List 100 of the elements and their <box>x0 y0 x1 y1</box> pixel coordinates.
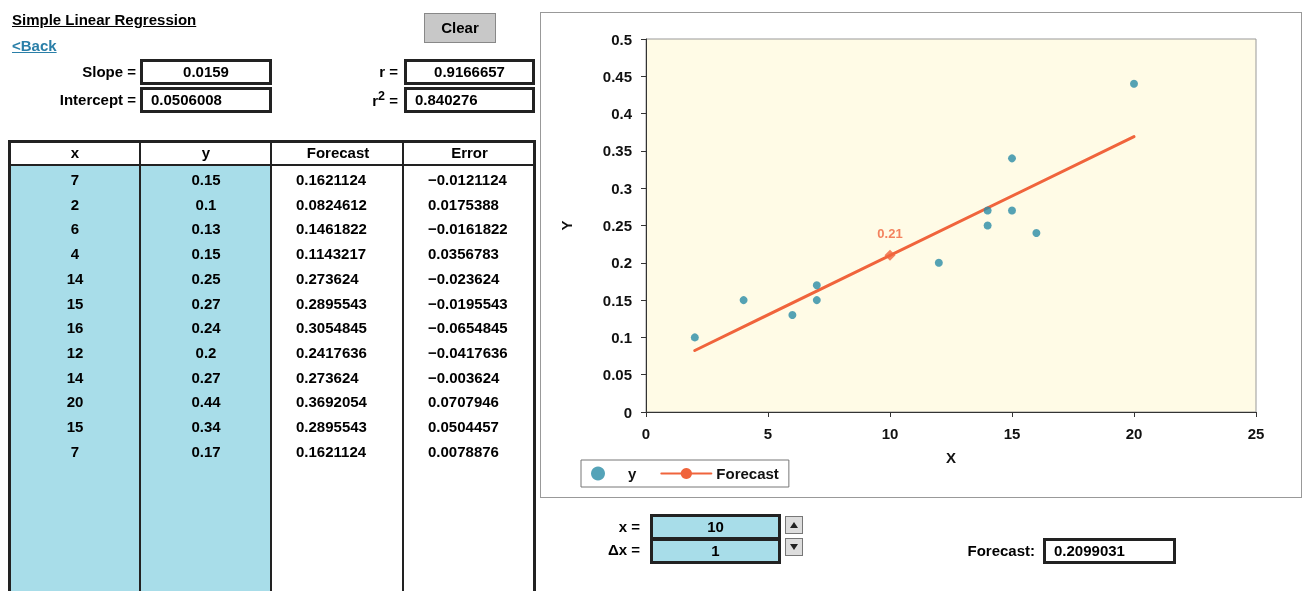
text: y <box>200 143 212 163</box>
text: 0.0824612 <box>295 194 368 215</box>
x-tick-label: 15 <box>1003 425 1021 442</box>
text: 0.27 <box>190 293 222 314</box>
text: Clear <box>424 13 496 43</box>
text: Forecast: <box>966 541 1035 561</box>
text: −0.0161822 <box>427 219 509 240</box>
y-tick-label: 0.05 <box>602 366 632 384</box>
text: 0.25 <box>190 268 222 289</box>
text: 20 <box>65 392 85 413</box>
text: x = <box>617 517 640 537</box>
text: 16 <box>65 318 85 339</box>
text: 0.24 <box>190 318 222 339</box>
text: 0.17 <box>190 441 222 462</box>
point <box>1032 228 1041 237</box>
text: 0.1143217 <box>295 244 368 265</box>
text: 14 <box>65 367 85 388</box>
text: x <box>69 143 81 163</box>
text: 0.2895543 <box>295 417 368 437</box>
x-tick-label: 25 <box>1247 425 1265 442</box>
text: 0.44 <box>190 392 222 413</box>
text: 2 <box>69 194 81 215</box>
point <box>884 249 896 261</box>
point <box>1008 154 1016 163</box>
point <box>812 281 821 290</box>
point <box>983 206 992 215</box>
text: 0.2417636 <box>295 342 368 363</box>
y-tick-label: 0.4 <box>611 105 633 123</box>
text: 0.13 <box>190 219 222 240</box>
text: 0.0504457 <box>427 417 500 437</box>
text: 0.2 <box>194 342 218 363</box>
point <box>1130 79 1138 88</box>
text: 0.15 <box>190 244 222 265</box>
y-tick-label: 0.25 <box>602 217 632 234</box>
point <box>983 221 992 230</box>
y-tick-label: 0.35 <box>602 142 632 160</box>
x-tick-label: 10 <box>881 425 899 442</box>
text: 0.840276 <box>404 87 535 113</box>
text: 0.1621124 <box>295 441 368 462</box>
text: 1 <box>650 538 781 564</box>
text: 14 <box>65 268 85 289</box>
text: Simple Linear Regression <box>12 10 198 30</box>
text: 0.0078876 <box>427 441 500 462</box>
text: 0.0506008 <box>140 87 272 113</box>
text: Slope = <box>81 62 136 82</box>
y-tick-label: 0 <box>623 403 632 421</box>
text: 0.1461822 <box>295 219 368 240</box>
text: −0.003624 <box>427 367 501 388</box>
data-label: 0.21 <box>877 225 903 241</box>
y-tick-label: 0.15 <box>602 291 632 309</box>
text: 0.0175388 <box>427 194 500 215</box>
x-tick-label: 0 <box>641 425 651 442</box>
text: 0.2895543 <box>295 293 368 314</box>
point <box>812 296 821 305</box>
text: 7 <box>69 441 81 462</box>
y-tick-label: 0.45 <box>602 67 632 85</box>
point <box>1008 206 1016 215</box>
x-axis-title: X <box>945 449 957 466</box>
text: 10 <box>650 514 781 540</box>
text: 0.15 <box>190 170 222 190</box>
text: 6 <box>69 219 81 240</box>
text: 0.9166657 <box>404 59 535 85</box>
text: 0.273624 <box>295 367 360 388</box>
text: 0.0159 <box>140 59 272 85</box>
y-tick-label: 0.3 <box>611 179 632 197</box>
y-tick-label: 0.5 <box>611 30 632 48</box>
text: −0.0195543 <box>427 293 509 314</box>
text: 0.2099031 <box>1043 538 1176 564</box>
point <box>739 296 748 305</box>
text: <Back <box>12 36 58 56</box>
point <box>788 311 797 320</box>
text: 0.0707946 <box>427 392 500 413</box>
text: Error <box>450 143 489 163</box>
text: −0.0417636 <box>427 342 509 363</box>
y-tick-label: 0.1 <box>611 328 632 346</box>
text: 0.1 <box>194 194 218 215</box>
text: 0.3692054 <box>295 392 368 413</box>
text: 0.3054845 <box>295 318 368 339</box>
text: Intercept = <box>58 90 136 110</box>
text: −0.0121124 <box>427 170 508 190</box>
text: Forecast <box>305 143 371 163</box>
text: r = <box>378 62 398 82</box>
x-tick-label: 20 <box>1125 425 1143 442</box>
x-tick-label: 5 <box>763 425 773 442</box>
text: 0.34 <box>190 417 222 437</box>
text: 0.0356783 <box>427 244 500 265</box>
text: 0.273624 <box>295 268 360 289</box>
legend-label: y <box>628 465 637 482</box>
y-axis-title: Y <box>558 220 575 231</box>
text: −0.023624 <box>427 268 501 289</box>
text: 4 <box>69 244 81 265</box>
point <box>934 258 943 267</box>
text: r$^{2}$ = <box>371 88 398 111</box>
legend-label: Forecast <box>716 465 779 482</box>
text: −0.0654845 <box>427 318 509 339</box>
text: 0.1621124 <box>295 170 368 190</box>
point <box>690 333 699 342</box>
text: Δx = <box>606 540 640 560</box>
text: 0.27 <box>190 367 222 388</box>
text: 15 <box>65 293 85 314</box>
